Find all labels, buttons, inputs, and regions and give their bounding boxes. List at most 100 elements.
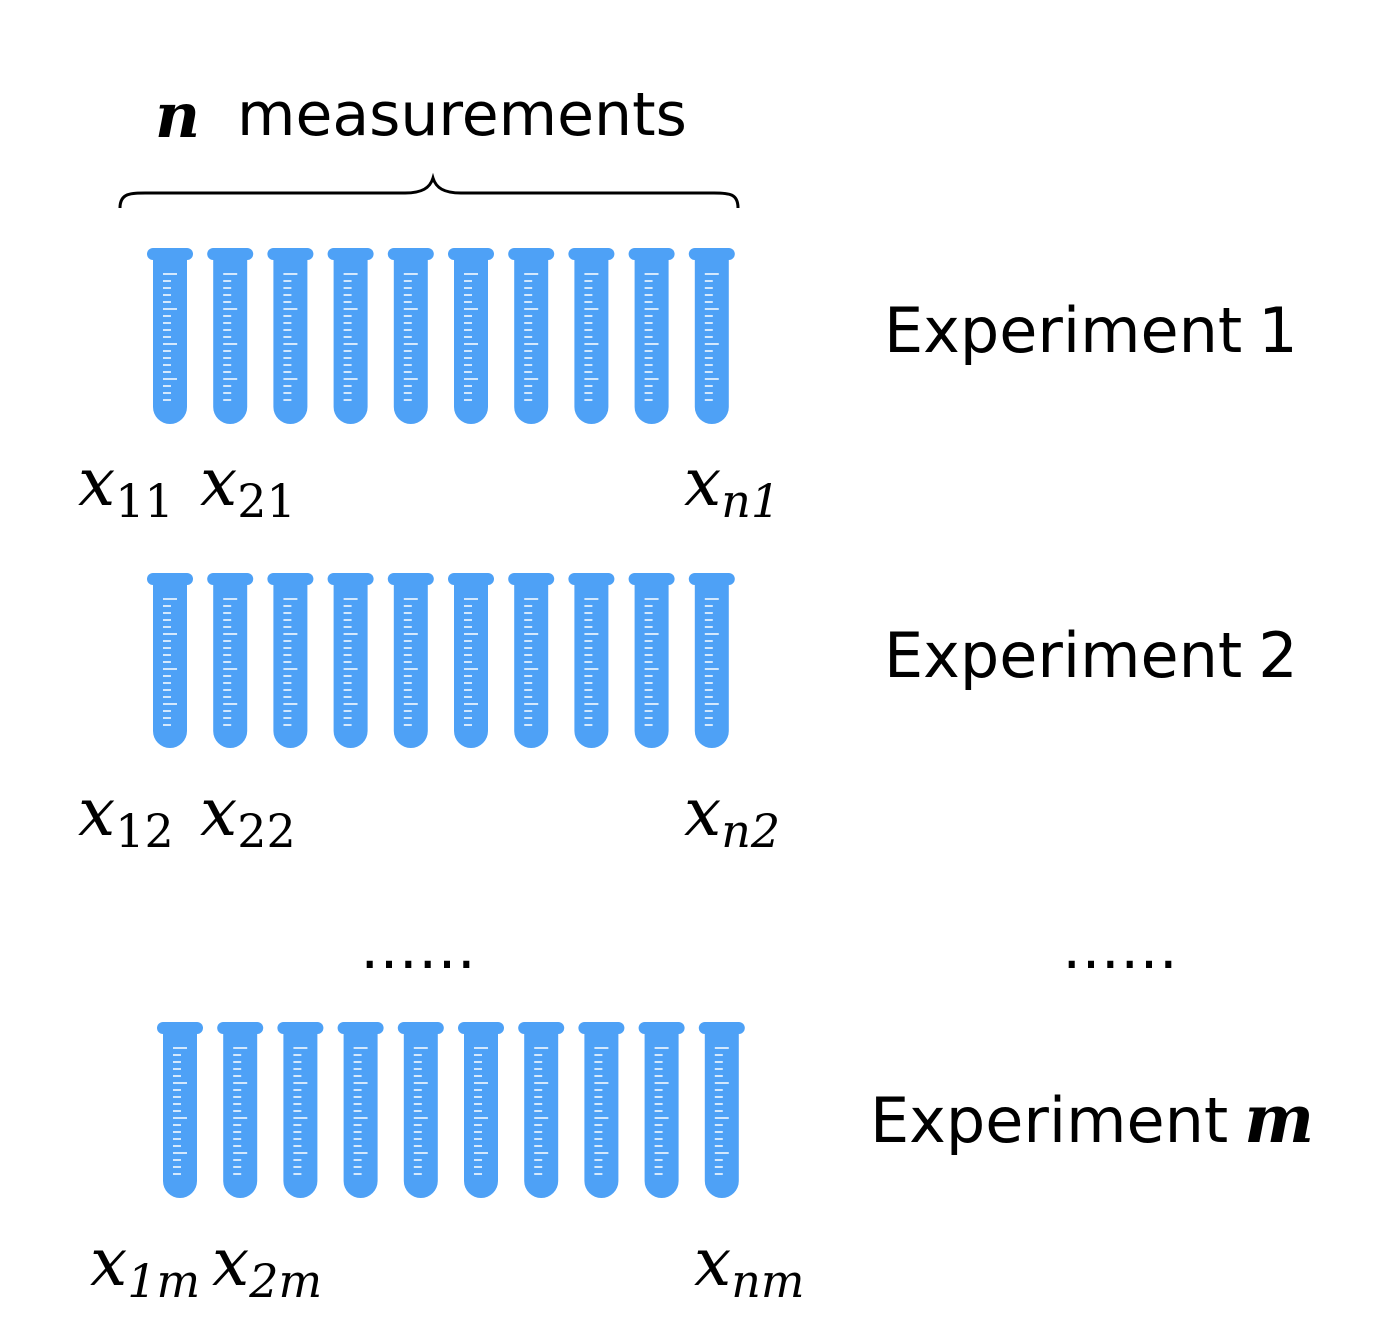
test-tube-icon xyxy=(337,1022,384,1198)
test-tube-icon xyxy=(157,1022,203,1198)
test-tube-graduations xyxy=(704,598,719,726)
test-tube-body xyxy=(524,1032,559,1198)
test-tube-rim xyxy=(568,573,615,585)
test-tube-icon xyxy=(267,248,314,424)
test-tube-icon xyxy=(688,248,735,424)
test-tube-body xyxy=(454,258,488,424)
test-tube-graduations xyxy=(714,1047,729,1175)
experiment-label-1: Experiment 1 xyxy=(884,294,1298,367)
test-tube-body xyxy=(163,1032,197,1198)
test-tube-graduations xyxy=(173,1047,187,1175)
test-tube-graduations xyxy=(293,1047,308,1175)
test-tube-body xyxy=(514,258,549,424)
test-tube-rim xyxy=(628,573,675,585)
tube-row-experiment-2 xyxy=(147,573,735,748)
test-tube-graduations xyxy=(163,598,177,726)
test-tube-rim xyxy=(387,248,434,260)
test-tube-rim xyxy=(508,573,555,585)
test-tube-rim xyxy=(568,248,615,260)
test-tube-rim xyxy=(327,573,374,585)
test-tube-graduations xyxy=(464,598,478,726)
label-x-11: x11 xyxy=(78,444,174,528)
test-tube-body xyxy=(273,583,308,748)
test-tube-graduations xyxy=(233,1047,248,1175)
test-tube-graduations xyxy=(524,273,539,401)
test-tube-rim xyxy=(207,573,254,585)
test-tube-body xyxy=(283,1032,318,1198)
experiment-label-2: Experiment 2 xyxy=(884,619,1298,692)
test-tube-rim xyxy=(147,248,193,260)
test-tube-graduations xyxy=(594,1047,609,1175)
test-tube-rim xyxy=(207,248,254,260)
test-tube-body xyxy=(393,258,428,424)
test-tube-rim xyxy=(628,248,675,260)
test-tube-icon xyxy=(207,248,254,424)
test-tube-icon xyxy=(698,1022,745,1198)
test-tube-rim xyxy=(157,1022,203,1034)
test-tube-icon xyxy=(327,573,374,748)
test-tube-icon xyxy=(387,248,434,424)
test-tube-body xyxy=(153,583,187,748)
test-tube-graduations xyxy=(283,598,298,726)
test-tube-graduations xyxy=(403,598,418,726)
test-tube-rim xyxy=(688,248,735,260)
test-tube-icon xyxy=(508,248,555,424)
n-symbol: n xyxy=(155,79,200,152)
test-tube-icon xyxy=(508,573,555,748)
test-tube-graduations xyxy=(403,273,418,401)
test-tube-graduations xyxy=(464,273,478,401)
test-tube-rim xyxy=(397,1022,444,1034)
test-tube-icon xyxy=(688,573,735,748)
test-tube-icon xyxy=(448,248,494,424)
test-tube-body xyxy=(644,1032,679,1198)
tube-row-experiment-1 xyxy=(147,248,735,424)
test-tube-graduations xyxy=(524,598,539,726)
test-tube-icon xyxy=(638,1022,685,1198)
test-tube-body xyxy=(694,258,729,424)
test-tube-graduations xyxy=(584,598,599,726)
test-tube-icon xyxy=(628,573,675,748)
test-tube-icon xyxy=(217,1022,264,1198)
test-tube-rim xyxy=(147,573,193,585)
test-tube-body xyxy=(213,258,248,424)
label-x-nm: xnm xyxy=(694,1224,804,1308)
test-tube-rim xyxy=(387,573,434,585)
test-tube-body xyxy=(393,583,428,748)
test-tube-graduations xyxy=(644,273,659,401)
test-tube-graduations xyxy=(704,273,719,401)
label-x-n1: xn1 xyxy=(684,444,780,528)
experiment-label-m: Experiment m xyxy=(870,1080,1314,1158)
test-tube-body xyxy=(403,1032,438,1198)
test-tube-body xyxy=(694,583,729,748)
test-tube-icon xyxy=(147,573,193,748)
test-tube-icon xyxy=(277,1022,324,1198)
test-tube-graduations xyxy=(163,273,177,401)
test-tube-icon xyxy=(578,1022,625,1198)
test-tube-body xyxy=(454,583,488,748)
test-tube-body xyxy=(634,583,669,748)
test-tube-rim xyxy=(217,1022,264,1034)
test-tube-body xyxy=(464,1032,498,1198)
test-tube-graduations xyxy=(584,273,599,401)
test-tube-icon xyxy=(458,1022,504,1198)
test-tube-body xyxy=(584,1032,619,1198)
test-tube-graduations xyxy=(654,1047,669,1175)
test-tube-icon xyxy=(518,1022,565,1198)
test-tube-rim xyxy=(578,1022,625,1034)
test-tube-graduations xyxy=(343,598,358,726)
test-tube-body xyxy=(574,583,609,748)
test-tube-body xyxy=(333,583,368,748)
test-tube-body xyxy=(574,258,609,424)
test-tube-icon xyxy=(207,573,254,748)
test-tube-body xyxy=(213,583,248,748)
tube-row-experiment-m xyxy=(157,1022,745,1198)
test-tube-rim xyxy=(267,573,314,585)
test-tube-graduations xyxy=(223,598,238,726)
ellipsis-right: …… xyxy=(1062,914,1178,982)
test-tube-body xyxy=(704,1032,739,1198)
test-tube-rim xyxy=(458,1022,504,1034)
label-x-22: x22 xyxy=(200,774,296,858)
test-tube-body xyxy=(153,258,187,424)
